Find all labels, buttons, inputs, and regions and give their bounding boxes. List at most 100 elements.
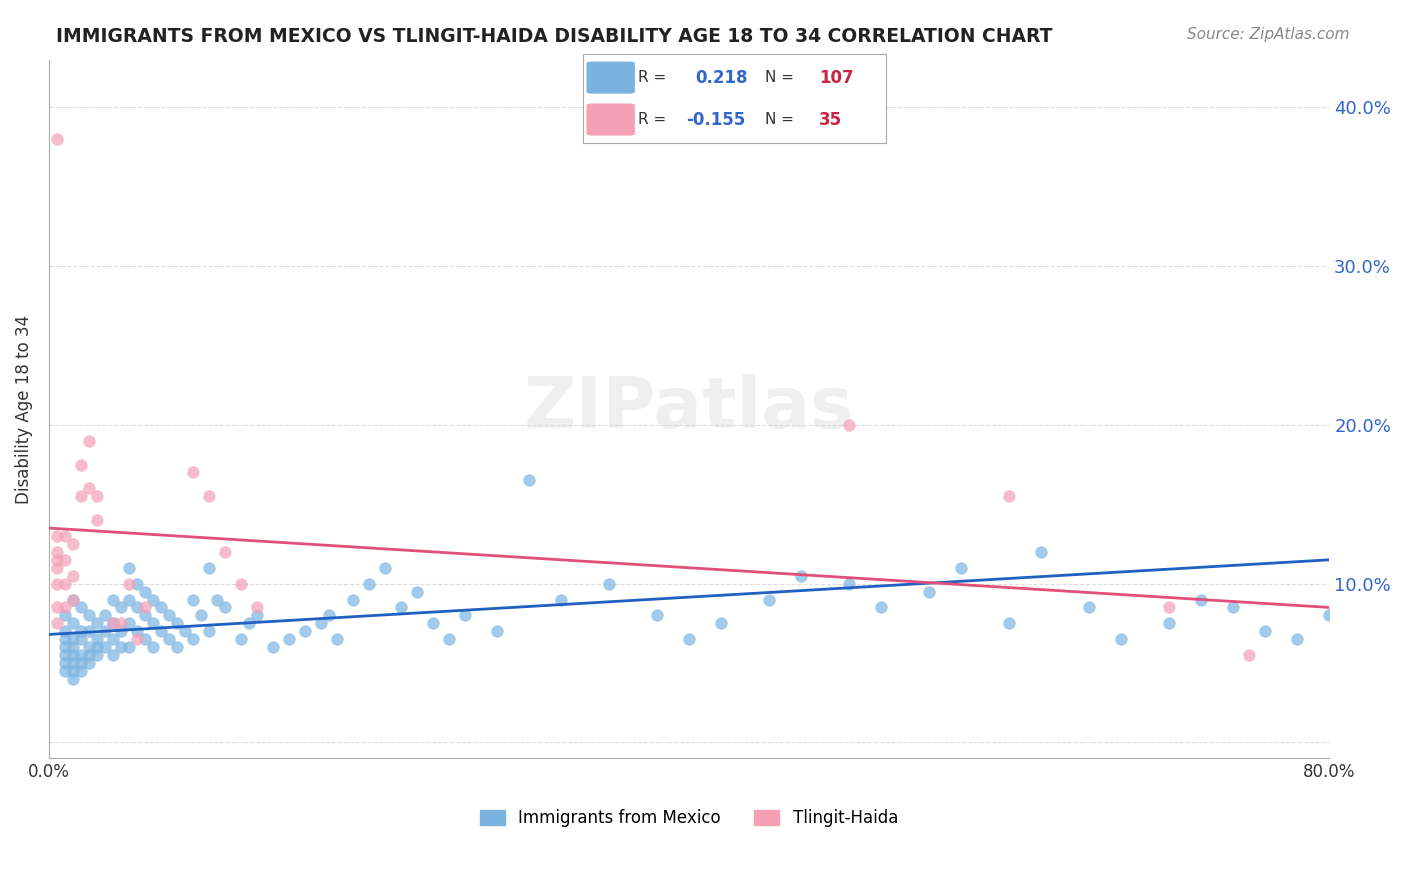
- Tlingit-Haida: [181, 466, 204, 480]
- Tlingit-Haida: [838, 417, 860, 432]
- Immigrants from Mexico: [326, 632, 349, 647]
- Tlingit-Haida: [134, 600, 156, 615]
- Immigrants from Mexico: [53, 664, 76, 678]
- Immigrants from Mexico: [229, 632, 252, 647]
- Immigrants from Mexico: [389, 600, 412, 615]
- Immigrants from Mexico: [486, 624, 509, 639]
- Tlingit-Haida: [214, 545, 236, 559]
- Immigrants from Mexico: [150, 600, 173, 615]
- Immigrants from Mexico: [70, 624, 93, 639]
- Immigrants from Mexico: [437, 632, 460, 647]
- Immigrants from Mexico: [1317, 608, 1340, 623]
- Immigrants from Mexico: [125, 576, 148, 591]
- Immigrants from Mexico: [198, 624, 221, 639]
- Immigrants from Mexico: [278, 632, 301, 647]
- Immigrants from Mexico: [1078, 600, 1101, 615]
- Immigrants from Mexico: [1189, 592, 1212, 607]
- Immigrants from Mexico: [214, 600, 236, 615]
- Immigrants from Mexico: [101, 648, 124, 662]
- Tlingit-Haida: [46, 560, 69, 574]
- Immigrants from Mexico: [142, 640, 165, 655]
- Text: IMMIGRANTS FROM MEXICO VS TLINGIT-HAIDA DISABILITY AGE 18 TO 34 CORRELATION CHAR: IMMIGRANTS FROM MEXICO VS TLINGIT-HAIDA …: [56, 27, 1053, 45]
- Immigrants from Mexico: [62, 648, 84, 662]
- Text: R =: R =: [638, 70, 666, 85]
- Immigrants from Mexico: [374, 560, 396, 574]
- Immigrants from Mexico: [166, 616, 188, 631]
- Immigrants from Mexico: [53, 608, 76, 623]
- Immigrants from Mexico: [70, 664, 93, 678]
- Tlingit-Haida: [1239, 648, 1261, 662]
- Immigrants from Mexico: [710, 616, 733, 631]
- Immigrants from Mexico: [62, 632, 84, 647]
- Immigrants from Mexico: [758, 592, 780, 607]
- Immigrants from Mexico: [246, 608, 269, 623]
- Tlingit-Haida: [53, 600, 76, 615]
- Tlingit-Haida: [101, 616, 124, 631]
- Immigrants from Mexico: [62, 672, 84, 686]
- Immigrants from Mexico: [134, 584, 156, 599]
- Tlingit-Haida: [46, 616, 69, 631]
- Text: 35: 35: [820, 111, 842, 128]
- Immigrants from Mexico: [125, 624, 148, 639]
- Immigrants from Mexico: [86, 632, 108, 647]
- Immigrants from Mexico: [110, 640, 132, 655]
- Immigrants from Mexico: [598, 576, 620, 591]
- Immigrants from Mexico: [77, 640, 100, 655]
- Immigrants from Mexico: [62, 592, 84, 607]
- Immigrants from Mexico: [318, 608, 340, 623]
- Immigrants from Mexico: [174, 624, 197, 639]
- Immigrants from Mexico: [157, 632, 180, 647]
- Immigrants from Mexico: [134, 632, 156, 647]
- Immigrants from Mexico: [142, 616, 165, 631]
- Tlingit-Haida: [62, 568, 84, 582]
- Text: N =: N =: [765, 112, 794, 127]
- Immigrants from Mexico: [454, 608, 477, 623]
- Tlingit-Haida: [46, 132, 69, 146]
- Immigrants from Mexico: [118, 560, 141, 574]
- Immigrants from Mexico: [118, 592, 141, 607]
- Immigrants from Mexico: [550, 592, 572, 607]
- Immigrants from Mexico: [342, 592, 364, 607]
- Immigrants from Mexico: [1254, 624, 1277, 639]
- Tlingit-Haida: [1159, 600, 1181, 615]
- Immigrants from Mexico: [142, 592, 165, 607]
- Immigrants from Mexico: [181, 592, 204, 607]
- Immigrants from Mexico: [422, 616, 444, 631]
- Immigrants from Mexico: [166, 640, 188, 655]
- Tlingit-Haida: [125, 632, 148, 647]
- FancyBboxPatch shape: [586, 103, 636, 136]
- Immigrants from Mexico: [645, 608, 668, 623]
- Text: -0.155: -0.155: [686, 111, 745, 128]
- Immigrants from Mexico: [838, 576, 860, 591]
- Text: N =: N =: [765, 70, 794, 85]
- Tlingit-Haida: [46, 529, 69, 543]
- Immigrants from Mexico: [110, 600, 132, 615]
- Immigrants from Mexico: [101, 592, 124, 607]
- Immigrants from Mexico: [357, 576, 380, 591]
- Immigrants from Mexico: [238, 616, 260, 631]
- Tlingit-Haida: [46, 600, 69, 615]
- Immigrants from Mexico: [101, 632, 124, 647]
- Immigrants from Mexico: [53, 632, 76, 647]
- Immigrants from Mexico: [790, 568, 813, 582]
- Immigrants from Mexico: [62, 640, 84, 655]
- Immigrants from Mexico: [53, 624, 76, 639]
- Immigrants from Mexico: [1109, 632, 1132, 647]
- Immigrants from Mexico: [77, 624, 100, 639]
- Immigrants from Mexico: [406, 584, 429, 599]
- Immigrants from Mexico: [118, 640, 141, 655]
- Tlingit-Haida: [62, 537, 84, 551]
- Tlingit-Haida: [77, 434, 100, 448]
- FancyBboxPatch shape: [586, 62, 636, 94]
- Immigrants from Mexico: [110, 624, 132, 639]
- Text: R =: R =: [638, 112, 666, 127]
- Immigrants from Mexico: [77, 656, 100, 670]
- Immigrants from Mexico: [998, 616, 1021, 631]
- Tlingit-Haida: [110, 616, 132, 631]
- Text: ZIPatlas: ZIPatlas: [524, 375, 855, 443]
- Immigrants from Mexico: [94, 608, 117, 623]
- Text: 0.218: 0.218: [696, 69, 748, 87]
- Tlingit-Haida: [62, 592, 84, 607]
- Immigrants from Mexico: [53, 640, 76, 655]
- Immigrants from Mexico: [205, 592, 228, 607]
